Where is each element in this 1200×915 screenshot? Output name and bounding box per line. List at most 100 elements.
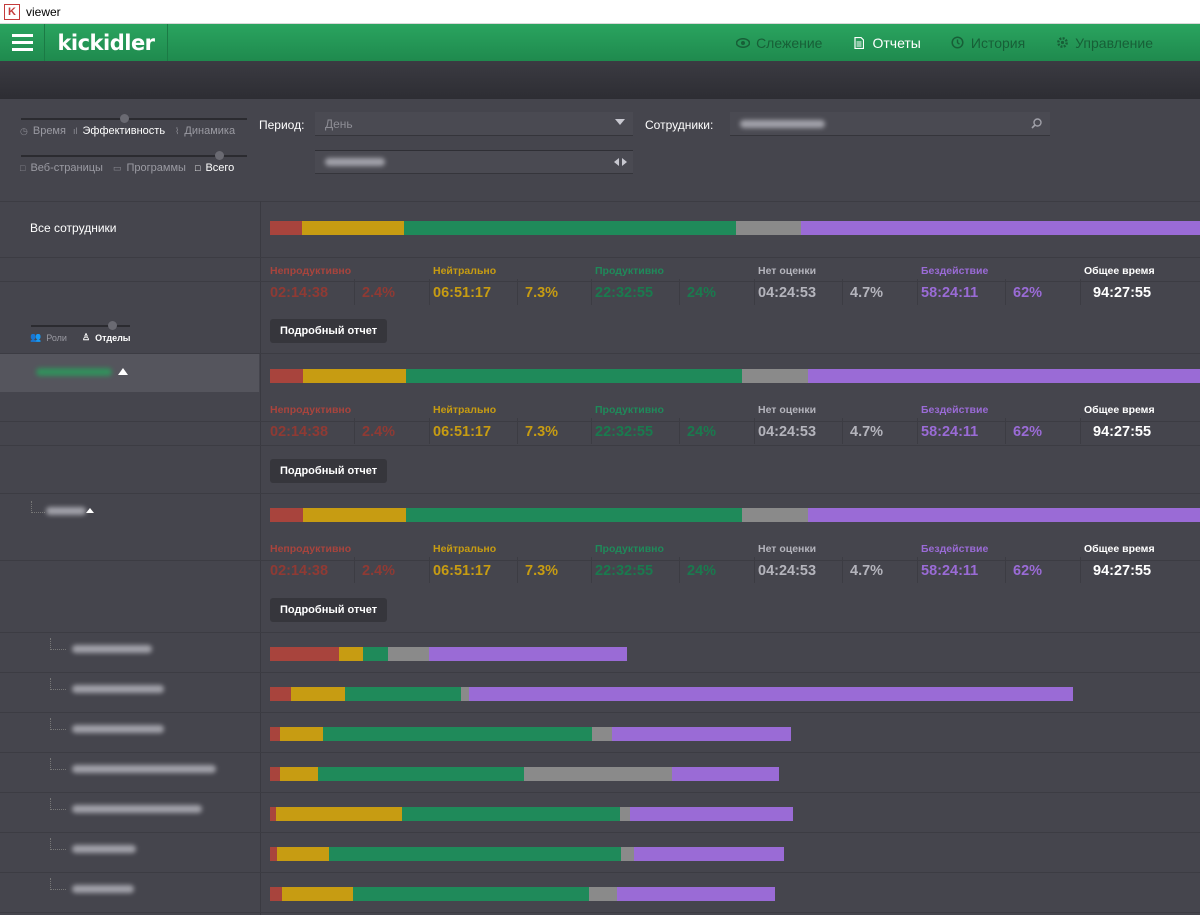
segment-productive[interactable] bbox=[353, 887, 590, 901]
redacted-employee-name[interactable] bbox=[72, 685, 164, 693]
slider-knob[interactable] bbox=[215, 151, 224, 160]
segment-unrated[interactable] bbox=[387, 647, 429, 661]
redacted-employee-name[interactable] bbox=[72, 845, 136, 853]
segment-productive[interactable] bbox=[406, 508, 743, 522]
row-divider bbox=[0, 872, 1200, 873]
nav-item-monitoring[interactable]: Слежение bbox=[736, 35, 822, 51]
segment-productive[interactable] bbox=[406, 369, 743, 383]
segment-unrated[interactable] bbox=[592, 727, 612, 741]
segment-unproductive[interactable] bbox=[270, 767, 280, 781]
segment-productive[interactable] bbox=[322, 727, 593, 741]
segment-idle[interactable] bbox=[801, 221, 1200, 235]
segment-neutral[interactable] bbox=[279, 727, 323, 741]
segment-neutral[interactable] bbox=[302, 221, 405, 235]
slider-knob[interactable] bbox=[108, 321, 117, 330]
segment-neutral[interactable] bbox=[338, 647, 364, 661]
segment-unproductive[interactable] bbox=[270, 647, 339, 661]
activity-bar[interactable] bbox=[270, 807, 1200, 821]
group-departments[interactable]: ♙ Отделы bbox=[82, 332, 131, 343]
redacted-employee-name[interactable] bbox=[72, 805, 202, 813]
all-employees-label[interactable]: Все сотрудники bbox=[30, 221, 117, 235]
date-picker[interactable] bbox=[315, 150, 633, 174]
segment-unproductive[interactable] bbox=[270, 221, 303, 235]
segment-idle[interactable] bbox=[428, 647, 627, 661]
activity-bar[interactable] bbox=[270, 369, 1200, 383]
employees-input[interactable] bbox=[730, 112, 1050, 136]
type-programs[interactable]: ▭ Программы bbox=[113, 162, 186, 174]
activity-bar[interactable] bbox=[270, 727, 1200, 741]
prev-arrow-icon[interactable] bbox=[614, 158, 619, 166]
segment-unrated[interactable] bbox=[742, 508, 808, 522]
segment-neutral[interactable] bbox=[281, 887, 354, 901]
activity-bar[interactable] bbox=[270, 887, 1200, 901]
segment-unrated[interactable] bbox=[736, 221, 802, 235]
activity-bar[interactable] bbox=[270, 687, 1200, 701]
redacted-employee-name[interactable] bbox=[72, 645, 152, 653]
collapse-icon[interactable] bbox=[118, 368, 128, 375]
redacted-employee-name[interactable] bbox=[72, 885, 134, 893]
segment-idle[interactable] bbox=[807, 369, 1200, 383]
detailed-report-button[interactable]: Подробный отчет bbox=[270, 319, 388, 343]
mode-efficiency[interactable]: ıl Эффективность bbox=[73, 125, 165, 137]
segment-productive[interactable] bbox=[404, 221, 737, 235]
segment-unrated[interactable] bbox=[620, 847, 634, 861]
segment-productive[interactable] bbox=[328, 847, 621, 861]
mode-slider[interactable] bbox=[21, 114, 247, 123]
segment-neutral[interactable] bbox=[290, 687, 346, 701]
nav-item-management[interactable]: Управление bbox=[1055, 35, 1153, 51]
collapse-icon[interactable] bbox=[86, 508, 94, 513]
segment-unrated[interactable] bbox=[523, 767, 672, 781]
segment-idle[interactable] bbox=[671, 767, 779, 781]
segment-idle[interactable] bbox=[612, 727, 792, 741]
segment-unproductive[interactable] bbox=[270, 727, 280, 741]
activity-bar[interactable] bbox=[270, 767, 1200, 781]
kickidler-logo[interactable]: kickidler bbox=[45, 24, 168, 61]
segment-unproductive[interactable] bbox=[270, 847, 277, 861]
mode-time[interactable]: ◷ Время bbox=[20, 125, 66, 137]
menu-icon[interactable] bbox=[0, 24, 45, 61]
segment-unproductive[interactable] bbox=[270, 369, 304, 383]
period-select[interactable]: День bbox=[315, 112, 633, 136]
slider-knob[interactable] bbox=[120, 114, 129, 123]
type-all[interactable]: □ Всего bbox=[195, 162, 234, 174]
segment-neutral[interactable] bbox=[303, 508, 407, 522]
grouping-slider[interactable] bbox=[31, 321, 130, 330]
segment-neutral[interactable] bbox=[279, 767, 319, 781]
segment-unproductive[interactable] bbox=[270, 508, 304, 522]
segment-unproductive[interactable] bbox=[270, 807, 276, 821]
activity-bar[interactable] bbox=[270, 847, 1200, 861]
redacted-employee-name[interactable] bbox=[72, 765, 216, 773]
segment-productive[interactable] bbox=[318, 767, 524, 781]
activity-bar[interactable] bbox=[270, 647, 1200, 661]
type-web[interactable]: □ Веб-страницы bbox=[20, 162, 103, 174]
segment-unrated[interactable] bbox=[619, 807, 630, 821]
activity-bar[interactable] bbox=[270, 508, 1200, 522]
next-arrow-icon[interactable] bbox=[622, 158, 627, 166]
segment-unrated[interactable] bbox=[461, 687, 469, 701]
nav-item-history[interactable]: История bbox=[951, 35, 1025, 51]
nav-item-reports[interactable]: Отчеты bbox=[852, 35, 921, 51]
type-slider[interactable] bbox=[21, 151, 247, 160]
detailed-report-button[interactable]: Подробный отчет bbox=[270, 459, 388, 483]
search-icon[interactable] bbox=[1031, 118, 1042, 132]
segment-neutral[interactable] bbox=[276, 847, 329, 861]
group-roles[interactable]: 👥 Роли bbox=[30, 332, 67, 343]
mode-dynamics[interactable]: ⌇ Динамика bbox=[175, 125, 235, 137]
segment-productive[interactable] bbox=[345, 687, 462, 701]
segment-productive[interactable] bbox=[402, 807, 620, 821]
segment-idle[interactable] bbox=[468, 687, 1073, 701]
redacted-employee-name[interactable] bbox=[72, 725, 164, 733]
segment-unproductive[interactable] bbox=[270, 687, 291, 701]
segment-productive[interactable] bbox=[363, 647, 388, 661]
segment-idle[interactable] bbox=[807, 508, 1200, 522]
segment-idle[interactable] bbox=[616, 887, 775, 901]
detailed-report-button[interactable]: Подробный отчет bbox=[270, 598, 388, 622]
segment-unrated[interactable] bbox=[742, 369, 808, 383]
segment-neutral[interactable] bbox=[275, 807, 403, 821]
segment-unrated[interactable] bbox=[589, 887, 617, 901]
activity-bar[interactable] bbox=[270, 221, 1200, 235]
segment-unproductive[interactable] bbox=[270, 887, 282, 901]
segment-idle[interactable] bbox=[633, 847, 785, 861]
segment-neutral[interactable] bbox=[303, 369, 407, 383]
segment-idle[interactable] bbox=[629, 807, 794, 821]
